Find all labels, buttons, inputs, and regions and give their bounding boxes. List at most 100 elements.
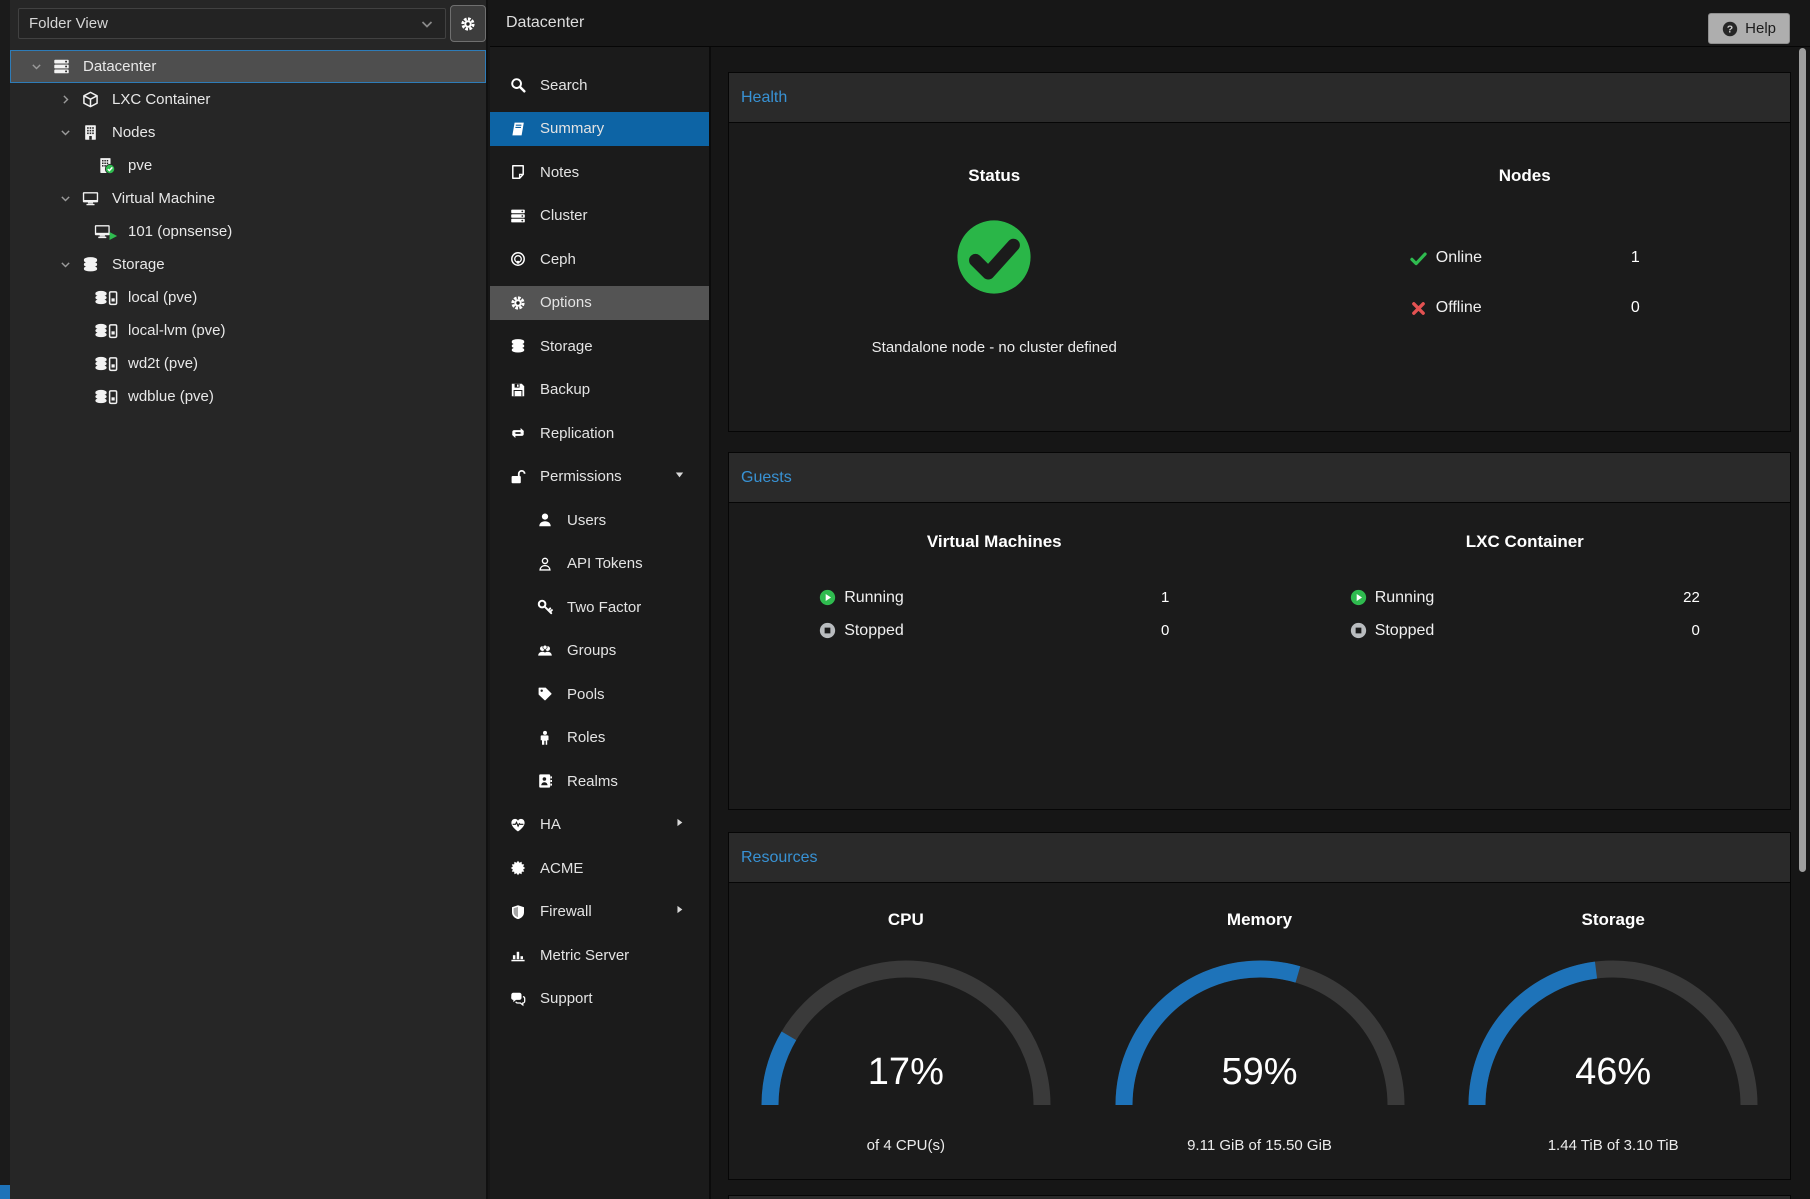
nav-item-support[interactable]: Support [490,982,709,1016]
nav-item-label: Options [540,294,592,311]
nav-item-backup[interactable]: Backup [490,373,709,407]
storage-child-icon [92,355,120,372]
book-icon [508,121,528,137]
guests-panel: Guests Virtual MachinesRunning1Stopped0L… [728,452,1791,810]
nav-item-options[interactable]: Options [490,286,709,320]
view-mode-value: Folder View [29,15,419,32]
datacenter-nav-menu: Search Summary Notes Cluster Ceph Options Stor… [490,47,711,1199]
status-heading: Status [729,165,1260,187]
tree-item-local-lvm-pve[interactable]: local-lvm (pve) [10,314,486,347]
page-title: Datacenter [506,14,584,32]
health-panel: Health Status Standalone node - no clust… [728,72,1791,432]
tree-item-label: Nodes [112,124,155,141]
chevron-down-icon[interactable] [54,126,76,139]
resource-heading: Memory [1083,909,1437,931]
splitter-handle[interactable] [0,1185,10,1199]
nav-item-two-factor[interactable]: Two Factor [490,590,709,624]
nav-item-search[interactable]: Search [490,68,709,102]
nodes-table: Online1Offline0 [1410,233,1640,333]
nav-item-label: Cluster [540,207,588,224]
tree-item-virtual-machine[interactable]: Virtual Machine [10,182,486,215]
nav-item-ha[interactable]: HA [490,808,709,842]
nav-item-label: Summary [540,120,604,137]
help-button-label: Help [1745,20,1776,37]
nav-item-groups[interactable]: Groups [490,634,709,668]
nav-item-permissions[interactable]: Permissions [490,460,709,494]
ceph-icon [508,251,528,267]
nav-item-label: Notes [540,164,579,181]
server-stack-icon [47,58,75,75]
chevron-right-icon[interactable] [54,93,76,106]
gauge-percent-value: 46% [1463,1051,1763,1094]
tree-item-label: 101 (opnsense) [128,223,232,240]
resources-panel-title: Resources [741,849,817,867]
nav-item-ceph[interactable]: Ceph [490,242,709,276]
nav-item-metric-server[interactable]: Metric Server [490,938,709,972]
bar-chart-icon [508,947,528,963]
view-mode-select[interactable]: Folder View [18,8,446,39]
guests-column-heading: LXC Container [1260,531,1791,553]
resource-tree: Datacenter LXC Container Nodes pve Virtual M… [10,48,486,413]
gauge-detail-text: of 4 CPU(s) [729,1137,1083,1154]
play-circle-icon [1350,589,1375,606]
nav-item-users[interactable]: Users [490,503,709,537]
tree-item-wd2t-pve[interactable]: wd2t (pve) [10,347,486,380]
nav-item-storage[interactable]: Storage [490,329,709,363]
guest-status-label: Running [1375,589,1435,607]
tree-item-wdblue-pve[interactable]: wdblue (pve) [10,380,486,413]
nav-item-label: ACME [540,860,583,877]
cube-icon [76,91,104,108]
tree-settings-button[interactable] [450,5,486,42]
chevron-down-icon[interactable] [54,192,76,205]
chevron-down-icon[interactable] [54,258,76,271]
chevron-down-icon[interactable] [25,60,47,73]
nav-item-summary[interactable]: Summary [490,112,709,146]
help-button[interactable]: ? Help [1708,13,1790,44]
nav-item-label: Groups [567,642,616,659]
node-status-label: Offline [1436,299,1482,317]
tree-item-101-opnsense[interactable]: 101 (opnsense) [10,215,486,248]
content-scrollbar[interactable] [1799,48,1806,872]
guest-status-label: Stopped [1375,622,1435,640]
tree-item-label: local (pve) [128,289,197,306]
nav-item-notes[interactable]: Notes [490,155,709,189]
tree-item-storage[interactable]: Storage [10,248,486,281]
tree-item-nodes[interactable]: Nodes [10,116,486,149]
nav-item-pools[interactable]: Pools [490,677,709,711]
nav-item-label: Firewall [540,903,592,920]
nav-item-firewall[interactable]: Firewall [490,895,709,929]
node-status-row: Online1 [1410,233,1640,283]
resource-tree-sidebar: Folder View Datacenter LXC Container Nodes… [10,0,488,1199]
tree-item-local-pve[interactable]: local (pve) [10,281,486,314]
guest-status-label: Stopped [844,622,904,640]
nodes-heading: Nodes [1260,165,1791,187]
nav-item-api-tokens[interactable]: API Tokens [490,547,709,581]
nav-item-label: Metric Server [540,947,629,964]
resource-heading: Storage [1436,909,1790,931]
tree-item-label: LXC Container [112,91,210,108]
resources-panel-header: Resources [729,833,1790,883]
tree-item-pve[interactable]: pve [10,149,486,182]
storage-child-icon [92,388,120,405]
monitor-play-icon [92,223,120,240]
nav-item-roles[interactable]: Roles [490,721,709,755]
nav-item-label: Realms [567,773,618,790]
cross-icon [1410,300,1436,317]
nav-item-realms[interactable]: Realms [490,764,709,798]
nav-item-label: Two Factor [567,599,641,616]
next-panel-edge [728,1195,1791,1199]
nav-item-acme[interactable]: ACME [490,851,709,885]
tree-item-lxc-container[interactable]: LXC Container [10,83,486,116]
user-outline-icon [535,556,555,572]
gauge-percent-value: 17% [756,1051,1056,1094]
tree-item-label: pve [128,157,152,174]
health-nodes-column: Nodes Online1Offline0 [1260,123,1791,430]
nav-item-replication[interactable]: Replication [490,416,709,450]
storage-usage-gauge: 46% [1463,955,1763,1113]
nav-item-cluster[interactable]: Cluster [490,199,709,233]
health-panel-header: Health [729,73,1790,123]
nav-item-label: Backup [540,381,590,398]
guests-panel-title: Guests [741,469,792,487]
tree-item-datacenter[interactable]: Datacenter [10,50,486,83]
tree-item-label: wd2t (pve) [128,355,198,372]
